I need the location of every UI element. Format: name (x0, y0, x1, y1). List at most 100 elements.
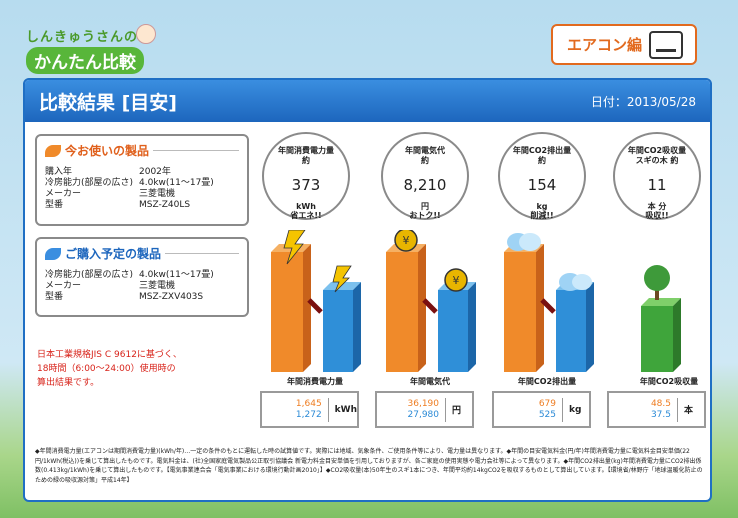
value-box-power: 1,645 1,272 kWh (260, 391, 359, 428)
row-value: 2002年 (139, 167, 171, 177)
current-row-maker: メーカー 三菱電機 (45, 189, 239, 200)
circle-unit: 円 (421, 202, 429, 211)
note-line: 18時間（6:00〜24:00）使用時の (37, 364, 176, 374)
yen-coin-icon: ¥ (444, 268, 468, 292)
category-button-label: エアコン編 (567, 36, 643, 54)
value-box-cost: 36,190 27,980 円 (375, 391, 474, 428)
absorption-bar (641, 306, 673, 372)
row-value: 4.0kw(11〜17畳) (139, 270, 214, 280)
old-bar (271, 244, 311, 372)
yen-coin-icon: ¥ (394, 230, 418, 252)
future-product-header: ご購入予定の製品 (45, 245, 239, 262)
old-value: 48.5 (650, 398, 671, 409)
circle-value: 11 (647, 176, 667, 194)
row-key: 冷房能力(部屋の広さ) (45, 270, 134, 280)
row-key: 型番 (45, 292, 64, 302)
result-circle-power: 年間消費電力量 約 373 kWh 省エネ!! (262, 132, 350, 220)
circle-value: 8,210 (403, 176, 447, 194)
circle-label-approx: 約 (421, 156, 429, 165)
value-numbers: 1,645 1,272 (262, 399, 328, 421)
co2-emission-comparison-chart (504, 233, 594, 372)
divider (153, 150, 239, 151)
new-value: 27,980 (407, 409, 440, 420)
new-bar (438, 290, 468, 372)
new-value: 37.5 (650, 409, 671, 420)
new-bar (556, 290, 586, 372)
old-value: 679 (538, 398, 556, 409)
chart-label-co2-emission: 年間CO2排出量 (517, 377, 577, 386)
circle-value: 373 (291, 176, 321, 194)
logo: しんきゅうさんの かんたん比較 (26, 24, 166, 74)
row-key: 冷房能力(部屋の広さ) (45, 178, 134, 188)
page-title: 比較結果 [目安] (39, 91, 177, 114)
co2-absorption-chart (641, 265, 681, 372)
future-product-box: ご購入予定の製品 冷房能力(部屋の広さ) 4.0kw(11〜17畳) メーカー 三菱… (35, 237, 249, 317)
mascot-icon (136, 24, 156, 44)
chart-label-cost: 年間電気代 (410, 377, 450, 386)
arrow-icon (307, 298, 323, 314)
circle-label-approx: 約 (302, 156, 310, 165)
current-row-model: 型番 MSZ-Z40LS (45, 200, 239, 211)
result-panel-header: 比較結果 [目安] 日付：2013/05/28 (25, 80, 710, 122)
future-product-title: ご購入予定の製品 (65, 247, 162, 261)
svg-text:¥: ¥ (403, 234, 410, 247)
note-line: 算出結果です。 (37, 378, 100, 388)
row-value: 三菱電機 (139, 189, 176, 199)
value-unit: 本 (677, 397, 693, 422)
future-row-model: 型番 MSZ-ZXV403S (45, 292, 239, 303)
calculation-note: 日本工業規格JIS C 9612に基づく、 18時間（6:00〜24:00）使用… (37, 348, 247, 390)
row-key: 購入年 (45, 167, 73, 177)
result-circle-cost: 年間電気代 約 8,210 円 おトク!! (381, 132, 469, 220)
svg-text:¥: ¥ (453, 274, 460, 287)
circle-label: 年間電気代 (405, 146, 445, 155)
footnote: ◆年間消費電力量(エアコンは期間消費電力量)(kWh/年)…一定の条件のもとに運… (35, 448, 703, 484)
value-numbers: 36,190 27,980 (377, 399, 445, 421)
circle-label: 年間消費電力量 (278, 146, 334, 155)
circle-unit: kWh (296, 202, 316, 211)
result-circle-co2-absorption: 年間CO2吸収量 スギの木 約 11 本 分 吸収!! (613, 132, 701, 220)
row-key: メーカー (45, 281, 82, 291)
circle-sub: 吸収!! (645, 211, 669, 220)
row-value: 三菱電機 (139, 281, 176, 291)
circle-label-approx: 約 (538, 156, 546, 165)
chart-label-power: 年間消費電力量 (287, 377, 343, 386)
new-bar (323, 282, 361, 372)
current-product-box: 今お使いの製品 購入年 2002年 冷房能力(部屋の広さ) 4.0kw(11〜17畳… (35, 134, 249, 226)
circle-unit: kg (536, 202, 548, 211)
future-row-capacity: 冷房能力(部屋の広さ) 4.0kw(11〜17畳) (45, 270, 239, 281)
row-value: MSZ-ZXV403S (139, 292, 204, 302)
cloud-icon (507, 233, 541, 251)
lightning-icon (332, 265, 352, 293)
circle-label: 年間CO2排出量 (512, 146, 572, 155)
divider (165, 253, 239, 254)
old-value: 1,645 (295, 398, 322, 409)
category-button-aircon[interactable]: エアコン編 (551, 24, 697, 65)
row-value: 4.0kw(11〜17畳) (139, 178, 214, 188)
current-product-header: 今お使いの製品 (45, 142, 239, 159)
current-product-title: 今お使いの製品 (65, 144, 150, 158)
value-unit: kWh (327, 397, 357, 422)
result-circle-co2-emission: 年間CO2排出量 約 154 kg 削減!! (498, 132, 586, 220)
current-row-capacity: 冷房能力(部屋の広さ) 4.0kw(11〜17畳) (45, 178, 239, 189)
note-line: 日本工業規格JIS C 9612に基づく、 (37, 350, 182, 360)
row-key: メーカー (45, 189, 82, 199)
old-value: 36,190 (407, 398, 440, 409)
new-value: 525 (538, 409, 556, 420)
new-value: 1,272 (295, 409, 322, 420)
leaf-icon (45, 247, 61, 260)
circle-label: 年間CO2吸収量 (627, 146, 687, 155)
logo-top-text: しんきゅうさんの (26, 30, 139, 45)
value-numbers: 679 525 (494, 399, 562, 421)
arrow-icon (422, 298, 438, 314)
tree-icon (644, 265, 670, 300)
lightning-icon (283, 230, 306, 265)
leaf-icon (45, 144, 61, 157)
result-panel: 比較結果 [目安] 日付：2013/05/28 今お使いの製品 購入年 2002年… (23, 78, 712, 502)
value-box-co2-absorption: 48.5 37.5 本 (607, 391, 706, 428)
cost-comparison-chart: ¥ ¥ (386, 230, 476, 372)
circle-sub: おトク!! (409, 211, 441, 220)
circle-value: 154 (527, 176, 557, 194)
value-unit: 円 (445, 397, 461, 422)
circle-sub: 省エネ!! (290, 211, 322, 220)
logo-bottom-text: かんたん比較 (26, 47, 144, 74)
